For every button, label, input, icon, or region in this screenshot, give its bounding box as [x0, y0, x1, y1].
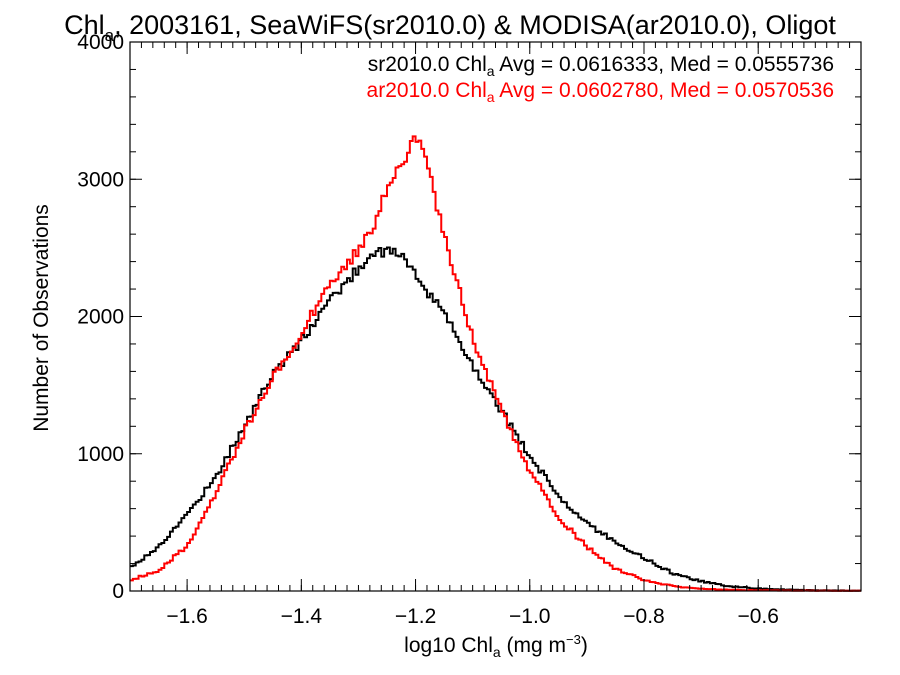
series-line-ar2010-0 — [130, 135, 861, 592]
x-tick-label: −1.4 — [281, 605, 323, 628]
legend-entry-sr2010: sr2010.0 Chla Avg = 0.0616333, Med = 0.0… — [368, 53, 834, 79]
plot-frame — [129, 41, 862, 592]
series-line-sr2010-0 — [130, 246, 861, 592]
chart-title: Chla, 2003161, SeaWiFS(sr2010.0) & MODIS… — [64, 10, 836, 45]
legend-entry-ar2010: ar2010.0 Chla Avg = 0.0602780, Med = 0.0… — [367, 79, 834, 105]
y-tick-label: 0 — [112, 580, 124, 603]
x-tick-label: −1.2 — [395, 605, 436, 628]
y-tick-label: 4000 — [77, 31, 124, 54]
x-tick-label: −0.6 — [737, 605, 778, 628]
x-tick-label: −1.6 — [166, 605, 207, 628]
x-tick-label: −1.0 — [509, 605, 550, 628]
y-tick-label: 1000 — [77, 443, 124, 466]
plot-area: −1.6 −1.4 −1.2 −1.0 −0.8 −0.6 0 1000 2000 3000 400… — [77, 31, 862, 628]
y-axis-label: Number of Observations — [30, 204, 53, 432]
x-axis-label: log10 Chla (mg m−3) — [404, 632, 588, 660]
x-tick-label: −0.8 — [623, 605, 664, 628]
legend: sr2010.0 Chla Avg = 0.0616333, Med = 0.0… — [367, 53, 834, 105]
y-tick-label: 3000 — [77, 168, 124, 191]
y-tick-label: 2000 — [77, 306, 124, 329]
